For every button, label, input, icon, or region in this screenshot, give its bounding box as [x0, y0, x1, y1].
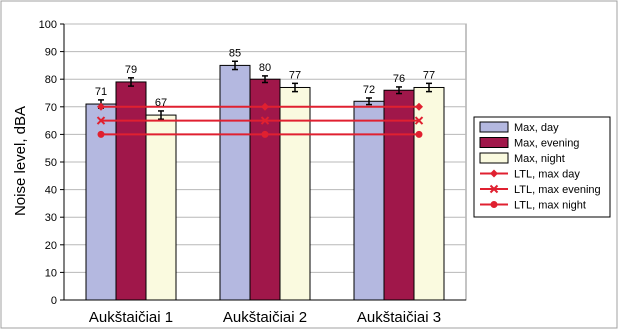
- data-label: 79: [125, 64, 137, 76]
- y-tick-label: 100: [39, 19, 57, 31]
- line-marker: [415, 102, 423, 111]
- legend: Max, day Max, evening Max, night LTL, max d…: [473, 116, 611, 218]
- line-marker: [490, 169, 498, 178]
- line-marker: [490, 201, 498, 208]
- line-marker: [415, 130, 423, 138]
- line-marker: [260, 116, 270, 125]
- y-tick-label: 80: [45, 74, 57, 86]
- bar: [249, 78, 281, 301]
- data-label: 71: [95, 86, 107, 98]
- legend-label: LTL, max day: [514, 169, 580, 181]
- line-marker: [414, 116, 424, 125]
- legend-box: [473, 116, 611, 218]
- y-tick-label: 50: [45, 157, 57, 169]
- x-tick-label: Aukštaičiai 3: [357, 309, 441, 326]
- data-label: 80: [259, 62, 271, 74]
- reference-lines: [96, 102, 424, 138]
- x-tick-label: Aukštaičiai 2: [223, 309, 307, 326]
- legend-swatch: [479, 152, 509, 164]
- bar: [383, 89, 415, 301]
- legend-label: Max, day: [514, 122, 559, 134]
- x-tick-label: Aukštaičiai 1: [89, 309, 173, 326]
- y-tick-label: 10: [45, 267, 57, 279]
- bar: [413, 86, 445, 301]
- data-label: 85: [229, 47, 241, 59]
- bar: [219, 64, 251, 301]
- legend-label: LTL, max evening: [514, 184, 601, 196]
- y-tick-label: 70: [45, 102, 57, 114]
- line-marker: [97, 102, 105, 111]
- line-marker: [489, 184, 499, 194]
- y-tick-label: 20: [45, 240, 57, 252]
- y-axis-label: Noise level, dBA: [12, 106, 29, 216]
- legend-swatch: [479, 121, 509, 133]
- y-tick-label: 30: [45, 212, 57, 224]
- legend-label: Max, evening: [514, 138, 579, 150]
- y-tick-label: 60: [45, 129, 57, 141]
- labels: 0 10 20 30 40 50 60 70 80 90 100 71 79 67 Aukštaičiai …: [39, 19, 441, 326]
- line-marker: [261, 130, 269, 138]
- line-marker: [97, 130, 105, 138]
- legend-label: Max, night: [514, 153, 565, 165]
- data-label: 76: [393, 73, 405, 85]
- legend-swatch: [479, 137, 509, 148]
- y-tick-label: 40: [45, 185, 57, 197]
- line-marker: [96, 116, 106, 125]
- y-tick-label: 90: [45, 47, 57, 59]
- data-label: 77: [423, 69, 435, 81]
- legend-label: LTL, max night: [514, 200, 586, 212]
- bar: [353, 100, 385, 301]
- line-marker: [261, 102, 269, 111]
- bar: [145, 114, 177, 301]
- data-label: 72: [363, 84, 375, 96]
- axes: [60, 23, 466, 301]
- y-tick-label: 0: [51, 295, 57, 307]
- bar: [115, 81, 147, 301]
- data-label: 67: [155, 97, 167, 109]
- bars: [85, 60, 445, 301]
- data-label: 77: [289, 69, 301, 81]
- bar: [279, 86, 311, 301]
